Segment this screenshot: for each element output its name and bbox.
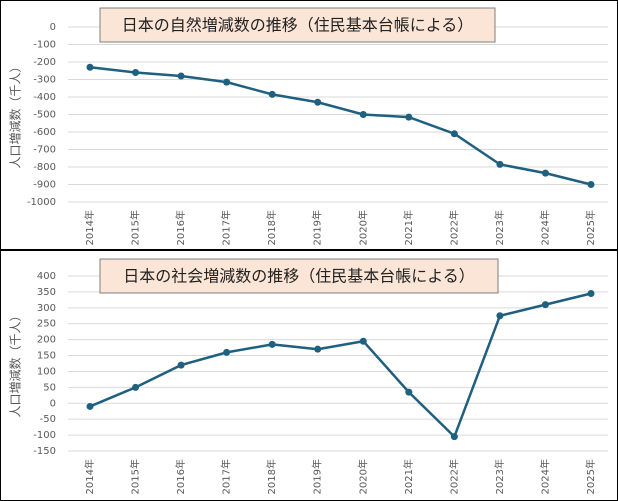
point — [405, 113, 413, 121]
title-box — [99, 258, 499, 294]
x-tick-label: 2024年 — [538, 210, 551, 245]
y-tick-label: 200 — [37, 335, 56, 346]
y-tick-label: 150 — [37, 351, 56, 362]
point — [541, 301, 549, 309]
point — [359, 111, 367, 118]
point — [496, 312, 504, 320]
y-tick-label: -600 — [33, 127, 56, 138]
y-tick-label: -100 — [33, 430, 56, 441]
x-tick-label: 2016年 — [174, 210, 187, 245]
x-tick-label: 2015年 — [129, 459, 142, 494]
point — [450, 433, 458, 441]
x-tick-label: 2023年 — [493, 459, 506, 494]
x-tick-label: 2015年 — [129, 210, 142, 245]
point — [223, 348, 231, 356]
x-tick-label: 2025年 — [584, 459, 597, 494]
y-tick-label: 400 — [37, 271, 56, 282]
x-tick-label: 2020年 — [356, 210, 369, 245]
y-tick-label: -800 — [33, 162, 56, 173]
y-tick-label: 350 — [37, 287, 56, 298]
y-tick-label: 0 — [50, 398, 56, 409]
y-tick-label: 0 — [50, 22, 56, 33]
x-tick-label: 2018年 — [265, 459, 278, 494]
y-tick-label: -150 — [33, 446, 56, 457]
point — [132, 383, 140, 391]
y-tick-label: -900 — [33, 180, 56, 191]
line — [89, 292, 592, 439]
point — [405, 388, 413, 396]
y-tick-label: -100 — [33, 40, 56, 51]
point — [541, 169, 549, 177]
chart-title: 日本の社会増減数の推移（住民基本台帳による） — [123, 267, 475, 286]
x-tick-label: 2017年 — [220, 210, 233, 245]
y-tick-label: -400 — [33, 92, 56, 103]
point — [268, 340, 276, 348]
y-tick-label: 300 — [37, 303, 56, 314]
x-tick-label: 2014年 — [83, 210, 96, 245]
x-tick-label: 2016年 — [174, 459, 187, 494]
point — [177, 72, 185, 80]
x-tick-label: 2022年 — [447, 210, 460, 245]
y-axis-label: 人口増減数（千人） — [8, 60, 23, 168]
point — [450, 130, 458, 138]
x-tick-label: 2021年 — [402, 459, 415, 494]
y-tick-label: -500 — [33, 110, 56, 121]
point — [587, 181, 595, 188]
x-tick-label: 2021年 — [402, 210, 415, 245]
y-tick-label: 50 — [43, 382, 56, 393]
point — [359, 337, 367, 345]
y-tick-label: 100 — [37, 366, 56, 377]
x-tick-label: 2022年 — [447, 459, 460, 494]
point — [86, 63, 94, 71]
y-tick-label: -300 — [33, 75, 56, 86]
title-box — [99, 7, 496, 43]
point — [314, 98, 322, 106]
point — [177, 361, 185, 369]
point — [268, 90, 276, 98]
chart-title: 日本の自然増減数の推移（住民基本台帳による） — [122, 16, 474, 35]
x-tick-label: 2018年 — [265, 210, 278, 245]
y-tick-label: -700 — [33, 145, 56, 156]
x-tick-label: 2020年 — [356, 459, 369, 494]
point — [496, 160, 504, 168]
x-tick-label: 2019年 — [311, 459, 324, 494]
point — [587, 290, 595, 297]
point — [86, 402, 94, 410]
point — [132, 69, 140, 76]
line — [89, 66, 592, 186]
x-tick-label: 2025年 — [584, 210, 597, 245]
x-tick-label: 2014年 — [83, 459, 96, 494]
y-axis-label: 人口増減数（千人） — [8, 309, 23, 417]
y-tick-label: -200 — [33, 57, 56, 68]
x-tick-label: 2017年 — [220, 459, 233, 494]
y-tick-label: -50 — [40, 414, 56, 425]
x-tick-label: 2023年 — [493, 210, 506, 245]
x-tick-label: 2019年 — [311, 210, 324, 245]
y-tick-label: -1000 — [27, 197, 56, 208]
y-tick-label: 250 — [37, 319, 56, 330]
point — [314, 345, 322, 353]
x-tick-label: 2024年 — [538, 459, 551, 494]
point — [223, 78, 231, 86]
